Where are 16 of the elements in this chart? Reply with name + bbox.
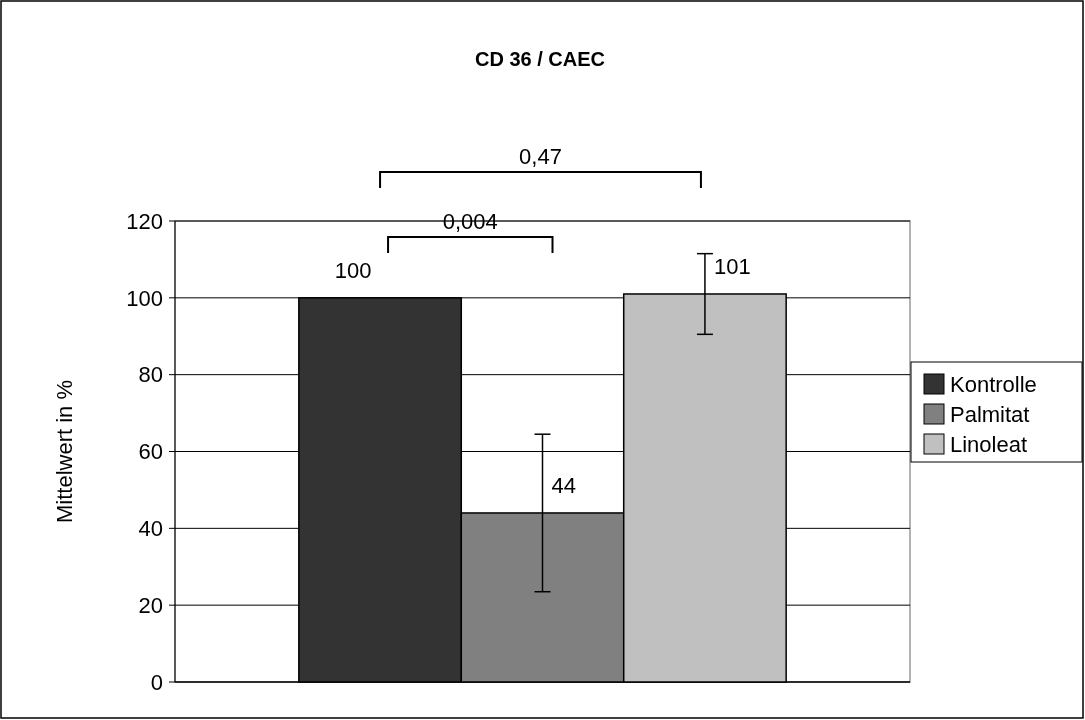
data-label: 100	[334, 257, 372, 283]
y-tick-label: 120	[126, 208, 163, 234]
legend-label: Palmitat	[950, 401, 1030, 427]
y-tick-label: 20	[138, 592, 163, 618]
data-label: 44	[551, 472, 576, 498]
text: 0,47	[519, 144, 562, 169]
y-tick-label: 60	[138, 439, 163, 465]
chart-title: CD 36 / CAEC	[474, 48, 606, 70]
data-label: 101	[713, 253, 751, 279]
y-tick-label: 40	[138, 516, 163, 542]
y-tick-label: 100	[126, 285, 163, 311]
y-tick-label: 0	[150, 669, 163, 695]
legend-label: Kontrolle	[950, 371, 1037, 397]
legend-label: Linoleat	[950, 431, 1028, 457]
y-axis-title: Mittelwert in %	[52, 379, 77, 524]
y-tick-label: 80	[138, 362, 163, 388]
